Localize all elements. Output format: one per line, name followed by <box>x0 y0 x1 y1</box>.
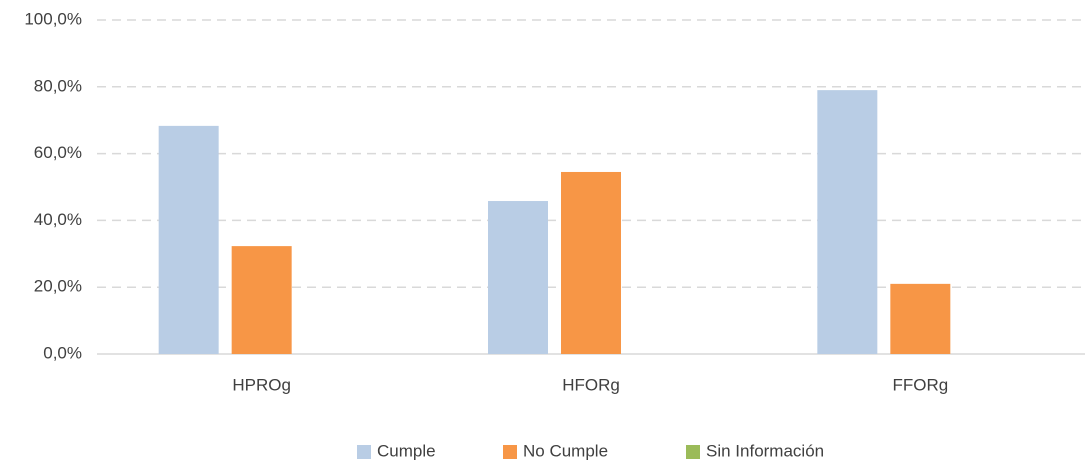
legend-label: Cumple <box>377 441 436 460</box>
y-tick-label: 40,0% <box>34 210 82 229</box>
legend-swatch <box>503 445 517 459</box>
bar <box>158 125 219 355</box>
y-tick-label: 60,0% <box>34 143 82 162</box>
legend-label: Sin Información <box>706 441 824 460</box>
legend-swatch <box>357 445 371 459</box>
y-tick-label: 20,0% <box>34 277 82 296</box>
legend-label: No Cumple <box>523 441 608 460</box>
bar <box>890 283 951 354</box>
x-tick-label: HFORg <box>562 375 620 394</box>
bar <box>817 90 878 354</box>
legend-swatch <box>686 445 700 459</box>
y-tick-label: 80,0% <box>34 76 82 95</box>
y-tick-label: 0,0% <box>43 343 82 362</box>
x-tick-label: FFORg <box>892 375 948 394</box>
bar <box>488 201 548 354</box>
x-tick-label: HPROg <box>232 375 291 394</box>
bar <box>231 246 292 354</box>
bar <box>561 171 621 354</box>
y-tick-label: 100,0% <box>24 9 82 28</box>
